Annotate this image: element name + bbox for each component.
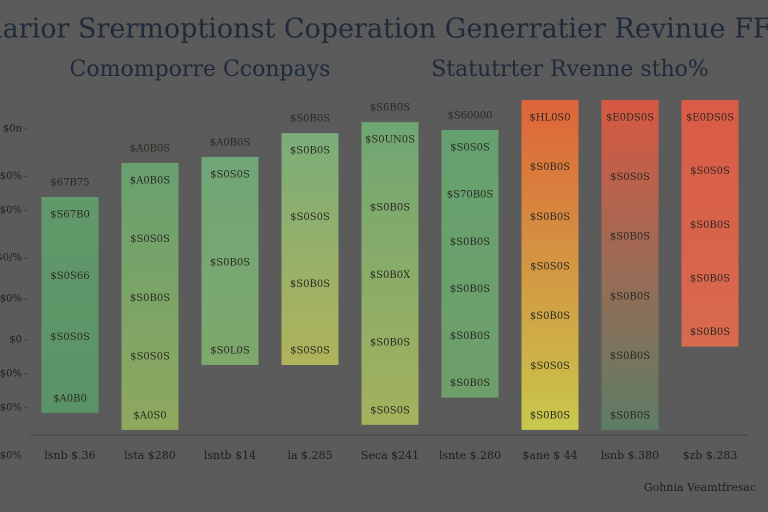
bar-label: $S0B0S	[610, 410, 650, 421]
bar	[601, 100, 659, 430]
bar-label: $S0S0S	[50, 332, 90, 343]
bar-label: $HL0S0	[529, 113, 570, 124]
y-tick-label: $0%	[0, 205, 22, 216]
bar-label: $S0B0S	[450, 237, 490, 248]
bar	[201, 156, 259, 365]
bar-top-label: $A0B0S	[210, 137, 251, 148]
bar-label: $E0DS0S	[686, 113, 734, 124]
y-tick-label: $0	[9, 334, 22, 345]
bar-label: $A0B0	[53, 393, 87, 404]
bar-top-label: $S0B0S	[290, 114, 330, 125]
x-tick-label: lsnb $.36	[44, 449, 95, 462]
bar-label: $S0S0S	[130, 352, 170, 363]
x-tick-label: $zb $.283	[683, 449, 738, 462]
bar-label: $S0S66	[50, 271, 89, 282]
bar-label: $S0B0S	[530, 162, 570, 173]
bar-label: $S0B0S	[450, 378, 490, 389]
bar-label: $S0B0S	[690, 327, 730, 338]
bar-label: $S0B0S	[130, 293, 170, 304]
bar-label: $S0B0S	[210, 257, 250, 268]
x-tick-label: lsta $280	[124, 449, 176, 462]
bar-label: $S0B0S	[370, 202, 410, 213]
bar	[41, 197, 99, 413]
bar-label: $S0B0S	[290, 146, 330, 157]
x-tick-label: lsnte $.280	[439, 449, 501, 462]
bar	[681, 100, 739, 347]
bar	[361, 122, 419, 425]
bar-label: $S70B0S	[447, 190, 494, 201]
x-tick-label: Seca $241	[361, 449, 419, 462]
bar-label: $S0B0S	[610, 232, 650, 243]
bar-label: $S0UN0S	[365, 135, 415, 146]
bar-label: $S0B0S	[450, 284, 490, 295]
corner-label: $0%	[0, 451, 22, 462]
chart-title: Comarior Srermoptionst Coperation Generr…	[0, 14, 768, 45]
bar-label: $S0B0S	[530, 212, 570, 223]
bar-label: $A0S0	[133, 410, 166, 421]
y-tick-label: $0%	[0, 171, 22, 182]
bar-label: $S0S0S	[690, 166, 730, 177]
bar-top-label: $S60000	[447, 111, 492, 122]
bar-label: $S0B0S	[290, 279, 330, 290]
x-tick-label: la $.285	[287, 449, 332, 462]
y-tick-label: $0%	[0, 368, 22, 379]
bar-label: $S0B0S	[450, 331, 490, 342]
subtitle-left: Comomporre Cconpays	[70, 57, 331, 82]
bar-label: $S0S0S	[450, 143, 490, 154]
bar-label: $S0S0S	[530, 361, 570, 372]
x-tick-label: lsntb $14	[204, 449, 256, 462]
bar	[521, 100, 579, 430]
bar	[121, 163, 179, 430]
subtitle-right: Statutrter Rvenne stho%	[431, 57, 709, 82]
bar-label: $S0L0S	[210, 345, 250, 356]
bar-label: $E0DS0S	[606, 113, 654, 124]
x-tick-label: lsnb $.380	[601, 449, 659, 462]
y-tick-label: $0%	[0, 402, 22, 413]
bar-top-label: $S6B0S	[370, 103, 410, 114]
bar-label: $S0B0S	[530, 311, 570, 322]
bar-label: $S0S0S	[610, 172, 650, 183]
bar-label: $S0S0S	[530, 262, 570, 273]
bar-label: $S67B0	[50, 210, 90, 221]
bar-label: $S0S0S	[130, 234, 170, 245]
bar-label: $S0B0S	[690, 220, 730, 231]
bar-label: $S0B0S	[370, 338, 410, 349]
y-tick-label: $0/%	[0, 253, 22, 264]
bar-label: $S0B0S	[610, 291, 650, 302]
bar-label: $S0B0S	[690, 273, 730, 284]
bar-label: $S0S0S	[210, 169, 250, 180]
x-tick-label: $ane $ 44	[522, 449, 577, 462]
y-tick-label: $0%	[0, 294, 22, 305]
bar	[281, 133, 339, 365]
bar-label: $A0B0S	[130, 176, 171, 187]
bar-label: $S0B0S	[530, 410, 570, 421]
bar	[441, 130, 499, 398]
bar-top-label: $A0B0S	[130, 144, 171, 155]
y-tick-label: $0n	[3, 124, 23, 135]
bar-top-label: $67B75	[50, 178, 89, 189]
bar-label: $S0S0S	[290, 212, 330, 223]
bar-label: $S0B0X	[370, 270, 411, 281]
bar-label: $S0S0S	[290, 345, 330, 356]
footer: Gohnia Veamtfresac	[644, 481, 756, 494]
bar-label: $S0B0S	[610, 351, 650, 362]
bar-label: $S0S0S	[370, 405, 410, 416]
